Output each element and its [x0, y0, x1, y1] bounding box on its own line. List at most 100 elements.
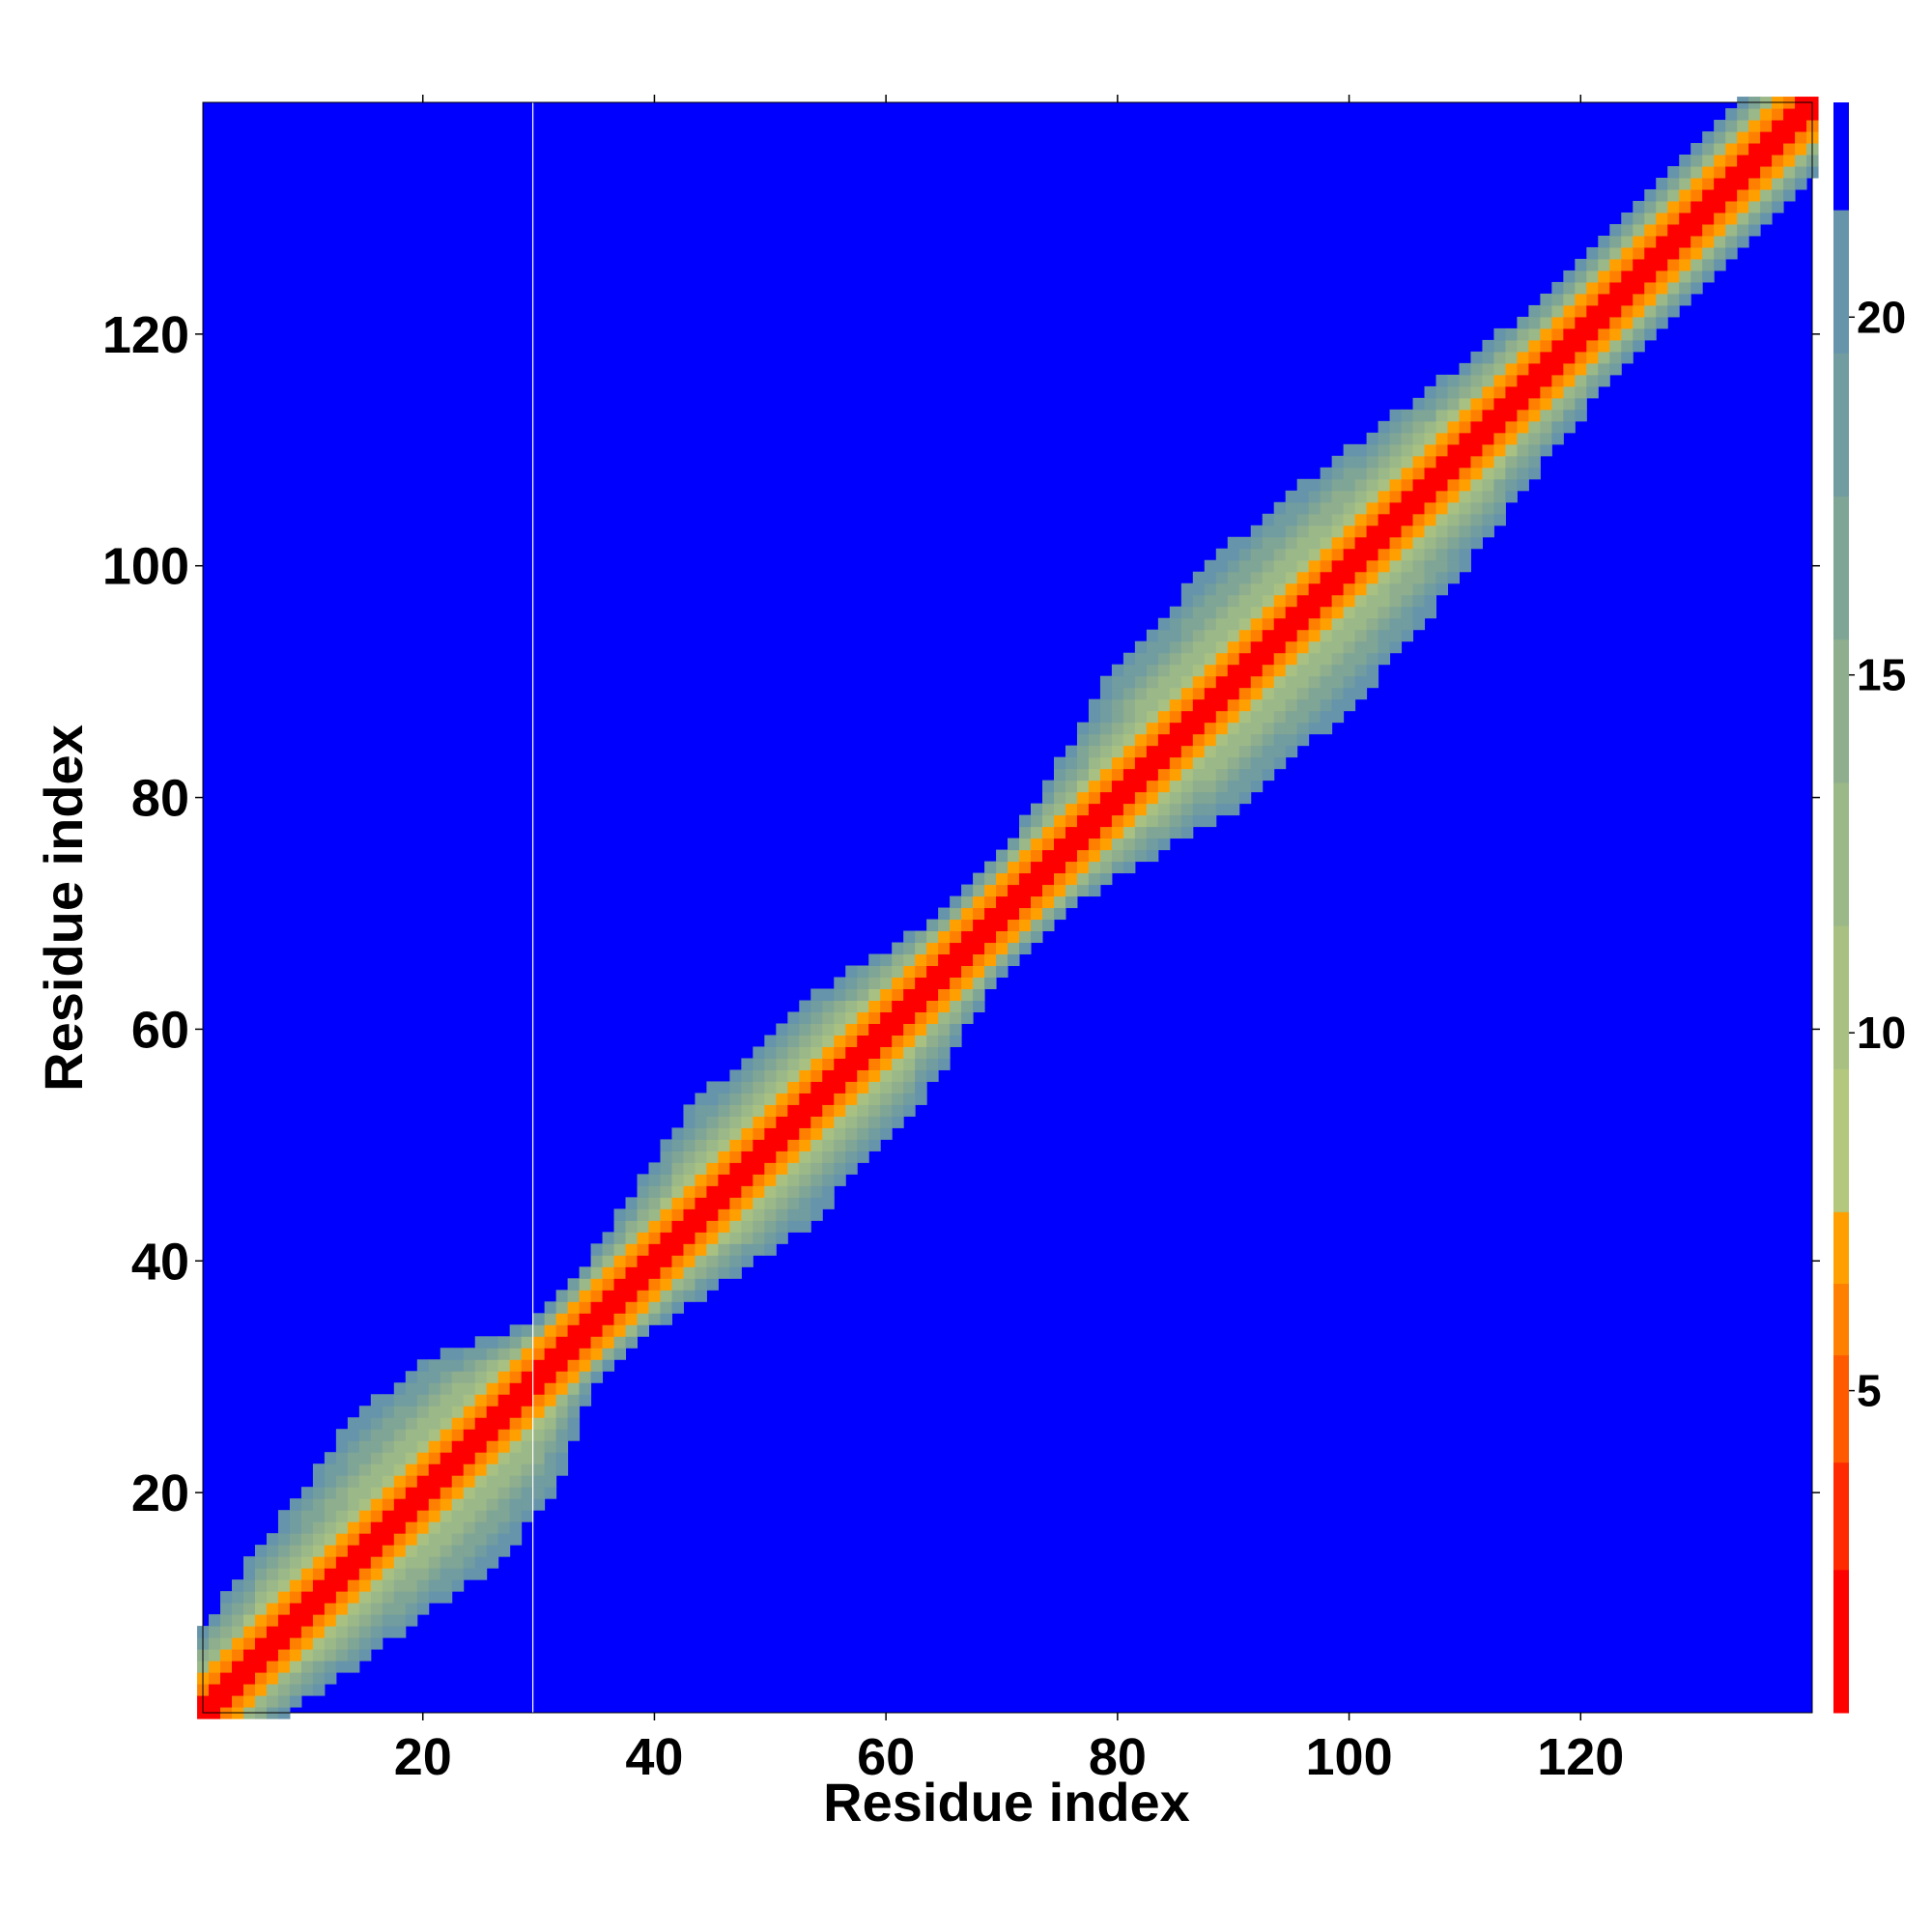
heatmap-cell: [1031, 814, 1043, 828]
heatmap-cell: [1157, 756, 1171, 770]
heatmap-cell: [1760, 108, 1773, 121]
heatmap-cell: [660, 1151, 672, 1163]
heatmap-cell: [926, 1023, 939, 1036]
heatmap-cell: [463, 1429, 476, 1441]
heatmap-cell: [1725, 108, 1738, 121]
heatmap-cell: [753, 1069, 765, 1082]
heatmap-cell: [382, 1579, 395, 1592]
heatmap-cell: [405, 1533, 418, 1546]
heatmap-cell: [1008, 907, 1020, 921]
colorbar-level: [1833, 353, 1849, 497]
heatmap-cell: [324, 1614, 337, 1627]
heatmap-cell: [232, 1591, 244, 1604]
colorbar-level: [1833, 1283, 1849, 1356]
heatmap-cell: [451, 1475, 465, 1488]
heatmap-cell: [1192, 710, 1206, 724]
heatmap-cell: [440, 1429, 453, 1441]
heatmap-cell: [532, 1348, 546, 1360]
heatmap-cell: [776, 1116, 788, 1128]
heatmap-cell: [358, 1626, 372, 1638]
heatmap-cell: [1031, 826, 1043, 839]
heatmap-cell: [915, 977, 927, 990]
heatmap-cell: [347, 1637, 360, 1650]
heatmap-cell: [1586, 351, 1599, 364]
heatmap-cell: [358, 1452, 372, 1464]
heatmap-cell: [312, 1684, 326, 1696]
heatmap-cell: [1192, 780, 1206, 793]
heatmap-cell: [1134, 745, 1148, 758]
heatmap-cell: [1238, 687, 1252, 700]
heatmap-cell: [1459, 501, 1471, 515]
heatmap-cell: [1459, 443, 1471, 457]
heatmap-cell: [347, 1649, 360, 1662]
heatmap-cell: [1470, 409, 1483, 422]
heatmap-cell: [555, 1429, 569, 1441]
heatmap-cell: [486, 1556, 499, 1569]
heatmap-cell: [718, 1266, 730, 1279]
heatmap-cell: [1528, 409, 1541, 422]
heatmap-cell: [440, 1533, 453, 1546]
heatmap-cell: [370, 1568, 384, 1580]
heatmap-cell: [312, 1626, 326, 1638]
heatmap-cell: [1609, 304, 1622, 318]
heatmap-cell: [1378, 536, 1391, 550]
heatmap-cell: [220, 1649, 233, 1662]
heatmap-cell: [845, 965, 858, 979]
heatmap-cell: [753, 1220, 765, 1233]
heatmap-cell: [382, 1533, 395, 1546]
heatmap-cell: [1702, 270, 1715, 283]
heatmap-cell: [1157, 698, 1171, 712]
heatmap-cell: [857, 1093, 869, 1105]
heatmap-cell: [892, 1116, 904, 1128]
colorbar-tick-label: 20: [1857, 292, 1906, 342]
heatmap-cell: [1331, 710, 1345, 724]
heatmap-cell: [1192, 791, 1206, 805]
heatmap-cell: [903, 953, 916, 967]
heatmap-cell: [625, 1336, 639, 1349]
heatmap-cell: [428, 1382, 441, 1395]
heatmap-cell: [393, 1591, 407, 1604]
heatmap-cell: [567, 1371, 581, 1383]
heatmap-cell: [1273, 640, 1287, 654]
heatmap-cell: [1227, 606, 1240, 619]
heatmap-cell: [1633, 223, 1645, 237]
heatmap-cell: [486, 1475, 499, 1488]
heatmap-cell: [1389, 571, 1403, 584]
heatmap-cell: [695, 1255, 707, 1267]
heatmap-cell: [1331, 582, 1345, 596]
heatmap-cell: [671, 1185, 684, 1198]
heatmap-cell: [440, 1521, 453, 1534]
heatmap-cell: [683, 1197, 696, 1209]
heatmap-cell: [671, 1139, 684, 1151]
heatmap-cell: [1702, 200, 1715, 213]
heatmap-cell: [1111, 675, 1124, 689]
heatmap-cell: [1146, 791, 1159, 805]
heatmap-cell: [347, 1661, 360, 1673]
heatmap-cell: [416, 1440, 430, 1453]
heatmap-cell: [1459, 525, 1471, 538]
heatmap-cell: [277, 1533, 291, 1546]
heatmap-cell: [1389, 525, 1403, 538]
heatmap-cell: [1285, 617, 1298, 631]
heatmap-cell: [706, 1220, 719, 1233]
heatmap-cell: [1053, 861, 1066, 874]
heatmap-cell: [1320, 501, 1333, 515]
heatmap-cell: [544, 1382, 557, 1395]
heatmap-cell: [1354, 640, 1368, 654]
heatmap-cell: [463, 1440, 476, 1453]
heatmap-cell: [324, 1626, 337, 1638]
heatmap-cell: [1262, 594, 1275, 608]
heatmap-cell: [1656, 293, 1668, 306]
heatmap-cell: [822, 1197, 835, 1209]
heatmap-cell: [683, 1116, 696, 1128]
heatmap-cell: [1076, 756, 1090, 770]
heatmap-cell: [1575, 374, 1587, 387]
heatmap-cell: [440, 1568, 453, 1580]
heatmap-cell: [810, 1116, 823, 1128]
heatmap-cell: [335, 1637, 349, 1650]
heatmap-cell: [521, 1394, 534, 1406]
heatmap-cell: [451, 1510, 465, 1522]
heatmap-cell: [1760, 120, 1773, 132]
heatmap-cell: [1598, 374, 1610, 387]
heatmap-cell: [1204, 582, 1217, 596]
